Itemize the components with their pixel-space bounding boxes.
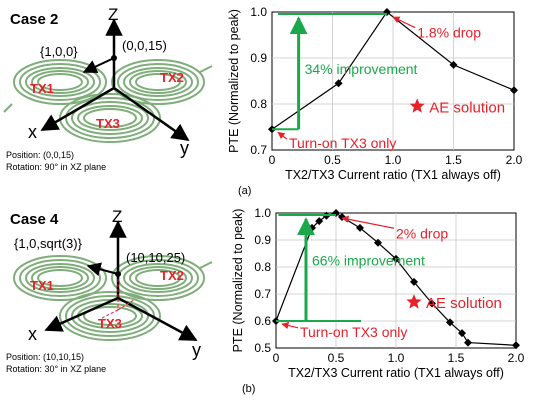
case2-axis-x: x: [28, 122, 37, 142]
chart1-data-point: [392, 254, 400, 263]
chart0-improvement-label: 34% improvement: [305, 61, 418, 77]
chart1-drop-arrow: [341, 215, 395, 229]
case2-point-marker: [111, 55, 117, 61]
case4-rotation: Rotation: 30° in XZ plane: [6, 364, 106, 374]
chart0-xtick-label: 1.5: [445, 153, 462, 167]
chart0-drop-arrow: [392, 16, 416, 29]
chart1-ylabel: PTE (Normalized to peak): [231, 209, 245, 353]
chart1-panel-label: (b): [242, 383, 255, 395]
chart1-turnon-arrow: [281, 321, 299, 329]
chart0-ytick-label: 0.7: [250, 143, 267, 157]
chart1-ytick-label: 0.5: [254, 341, 271, 355]
chart1-data-point: [446, 318, 454, 327]
chart0-ylabel: PTE (Normalized to peak): [227, 9, 241, 153]
chart0-ae-solution-label: AE solution: [429, 99, 505, 116]
case2-axis-y: y: [180, 138, 189, 158]
case2-axis-z: Z: [108, 5, 118, 24]
case2-axes: [40, 18, 190, 142]
case4-illustration: Case 4 TX1 TX2 TX3: [6, 207, 213, 374]
chart0-data-point: [510, 86, 518, 95]
case2-point-label: (0,0,15): [122, 38, 167, 53]
chart1-xlabel: TX2/TX3 Current ratio (TX1 always off): [288, 366, 504, 380]
chart1-ytick-label: 0.7: [254, 287, 271, 301]
case2-tx2-label: TX2: [160, 70, 184, 85]
chart0-panel-label: (a): [238, 185, 251, 197]
case4-tx3-label: TX3: [98, 316, 122, 331]
chart1-data-point: [458, 329, 466, 338]
chart0-xtick-label: 0: [269, 153, 276, 167]
chart1-ae-solution-label: AE solution: [426, 295, 502, 312]
chart0-turnon-label: Turn-on TX3 only: [289, 135, 396, 151]
case4-axis-y: y: [192, 340, 201, 360]
chart0-ytick-label: 0.9: [250, 51, 267, 65]
chart1-xtick-label: 0: [273, 351, 280, 365]
chart0-xtick-label: 0.5: [324, 153, 341, 167]
case2-rotation: Rotation: 90° in XZ plane: [6, 162, 106, 172]
case4-coils: [13, 255, 213, 341]
case2-illustration: Case 2 TX1 TX2 TX3: [3, 5, 213, 172]
case4-axis-z: Z: [112, 207, 122, 226]
chart0-xlabel: TX2/TX3 Current ratio (TX1 always off): [285, 168, 501, 182]
chart0-xtick-label: 1.0: [385, 153, 402, 167]
chart0-ytick-label: 0.8: [250, 97, 267, 111]
case4-title: Case 4: [10, 211, 59, 228]
chart1-data-point: [356, 223, 364, 232]
chart1-data-point: [410, 277, 418, 286]
case2-vector-label: {1,0,0}: [40, 44, 78, 59]
case2-tx1-label: TX1: [30, 81, 54, 96]
case4-point-label: (10,10,25): [126, 250, 185, 265]
chart1-ytick-label: 0.8: [254, 260, 271, 274]
chart1-data-point: [464, 338, 472, 347]
case2-title: Case 2: [10, 11, 58, 28]
case4-dashed-guides: [101, 274, 135, 319]
chart1-data-point: [315, 217, 324, 226]
case2-tx3-label: TX3: [96, 116, 120, 131]
chart1-xtick-label: 1.0: [388, 351, 405, 365]
case4-tx1-label: TX1: [30, 278, 54, 293]
chart1-xtick-label: 0.5: [328, 351, 345, 365]
chart1-data-point: [374, 238, 382, 247]
chart1-data-point: [428, 299, 436, 308]
chart0-drop-label: 1.8% drop: [417, 25, 481, 41]
chart1-ytick-label: 0.6: [254, 314, 271, 328]
case2-position: Position: (0,0,15): [6, 150, 74, 160]
chart1-xtick-label: 2.0: [508, 351, 525, 365]
case4-position: Position: (10,10,15): [6, 352, 84, 362]
case4-point-marker: [115, 271, 121, 277]
chart0-xtick-label: 2.0: [506, 153, 523, 167]
chart0-ytick-label: 1.0: [250, 5, 267, 19]
chart1-ae-solution-star: [406, 294, 422, 309]
case4-tx2-label: TX2: [160, 268, 184, 283]
chart1-drop-label: 2% drop: [396, 225, 448, 241]
chart1-xtick-label: 1.5: [448, 351, 465, 365]
chart0-data-point: [449, 60, 458, 69]
case4-vector-label: {1,0,sqrt(3)}: [14, 236, 83, 251]
chart1-data-point: [512, 341, 520, 350]
chart0-ae-solution-star: [409, 98, 425, 113]
chart0-turnon-arrow: [277, 131, 288, 140]
chart1-ytick-label: 1.0: [254, 206, 271, 220]
chart0-data-point: [334, 79, 343, 88]
chart1-improvement-label: 66% improvement: [312, 253, 425, 269]
chart1-ytick-label: 0.9: [254, 233, 271, 247]
chart1-turnon-label: Turn-on TX3 only: [300, 324, 407, 340]
case4-axis-x: x: [28, 324, 37, 344]
